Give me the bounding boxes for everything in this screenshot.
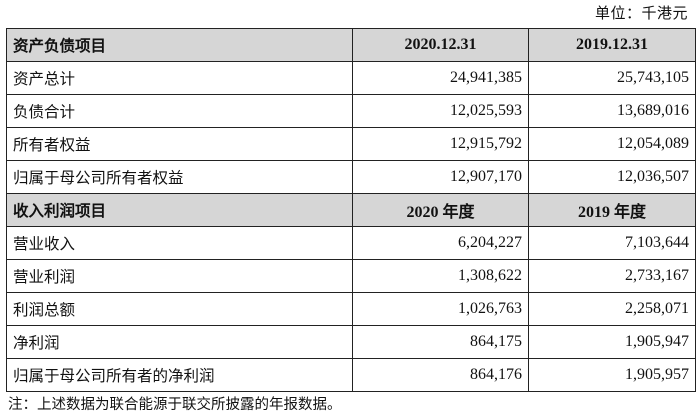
row-label: 所有者权益 [6, 127, 353, 161]
value-cell: 2,258,071 [528, 292, 696, 326]
header-cell: 收入利润项目 [6, 193, 353, 227]
header-cell: 2020.12.31 [352, 28, 529, 62]
value-cell: 12,907,170 [352, 160, 529, 194]
value-cell: 1,308,622 [352, 259, 529, 293]
footnote: 注：上述数据为联合能源于联交所披露的年报数据。 [8, 397, 342, 413]
value-cell: 12,036,507 [528, 160, 696, 194]
value-cell: 25,743,105 [528, 61, 696, 95]
value-cell: 7,103,644 [528, 226, 696, 260]
value-cell: 24,941,385 [352, 61, 529, 95]
value-cell: 1,905,947 [528, 325, 696, 359]
table-row: 归属于母公司所有者权益 12,907,170 12,036,507 [6, 160, 696, 194]
table-row: 负债合计 12,025,593 13,689,016 [6, 94, 696, 128]
value-cell: 6,204,227 [352, 226, 529, 260]
row-label: 营业收入 [6, 226, 353, 260]
header-cell: 2019 年度 [528, 193, 696, 227]
row-label: 归属于母公司所有者权益 [6, 160, 353, 194]
table-row: 所有者权益 12,915,792 12,054,089 [6, 127, 696, 161]
table-row: 利润总额 1,026,763 2,258,071 [6, 292, 696, 326]
balance-sheet-header-row: 资产负债项目 2020.12.31 2019.12.31 [6, 28, 696, 62]
value-cell: 1,905,957 [528, 358, 696, 392]
table-row: 归属于母公司所有者的净利润 864,176 1,905,957 [6, 358, 696, 392]
header-cell: 资产负债项目 [6, 28, 353, 62]
value-cell: 13,689,016 [528, 94, 696, 128]
header-cell: 2019.12.31 [528, 28, 696, 62]
row-label: 负债合计 [6, 94, 353, 128]
value-cell: 864,175 [352, 325, 529, 359]
value-cell: 12,915,792 [352, 127, 529, 161]
row-label: 资产总计 [6, 61, 353, 95]
table-row: 营业收入 6,204,227 7,103,644 [6, 226, 696, 260]
value-cell: 12,025,593 [352, 94, 529, 128]
value-cell: 864,176 [352, 358, 529, 392]
value-cell: 12,054,089 [528, 127, 696, 161]
financial-table: 资产负债项目 2020.12.31 2019.12.31 资产总计 24,941… [6, 28, 696, 392]
unit-label: 单位：千港元 [594, 4, 688, 22]
table-row: 净利润 864,175 1,905,947 [6, 325, 696, 359]
table-row: 营业利润 1,308,622 2,733,167 [6, 259, 696, 293]
row-label: 营业利润 [6, 259, 353, 293]
header-cell: 2020 年度 [352, 193, 529, 227]
row-label: 归属于母公司所有者的净利润 [6, 358, 353, 392]
table-row: 资产总计 24,941,385 25,743,105 [6, 61, 696, 95]
row-label: 净利润 [6, 325, 353, 359]
row-label: 利润总额 [6, 292, 353, 326]
value-cell: 2,733,167 [528, 259, 696, 293]
value-cell: 1,026,763 [352, 292, 529, 326]
income-header-row: 收入利润项目 2020 年度 2019 年度 [6, 193, 696, 227]
